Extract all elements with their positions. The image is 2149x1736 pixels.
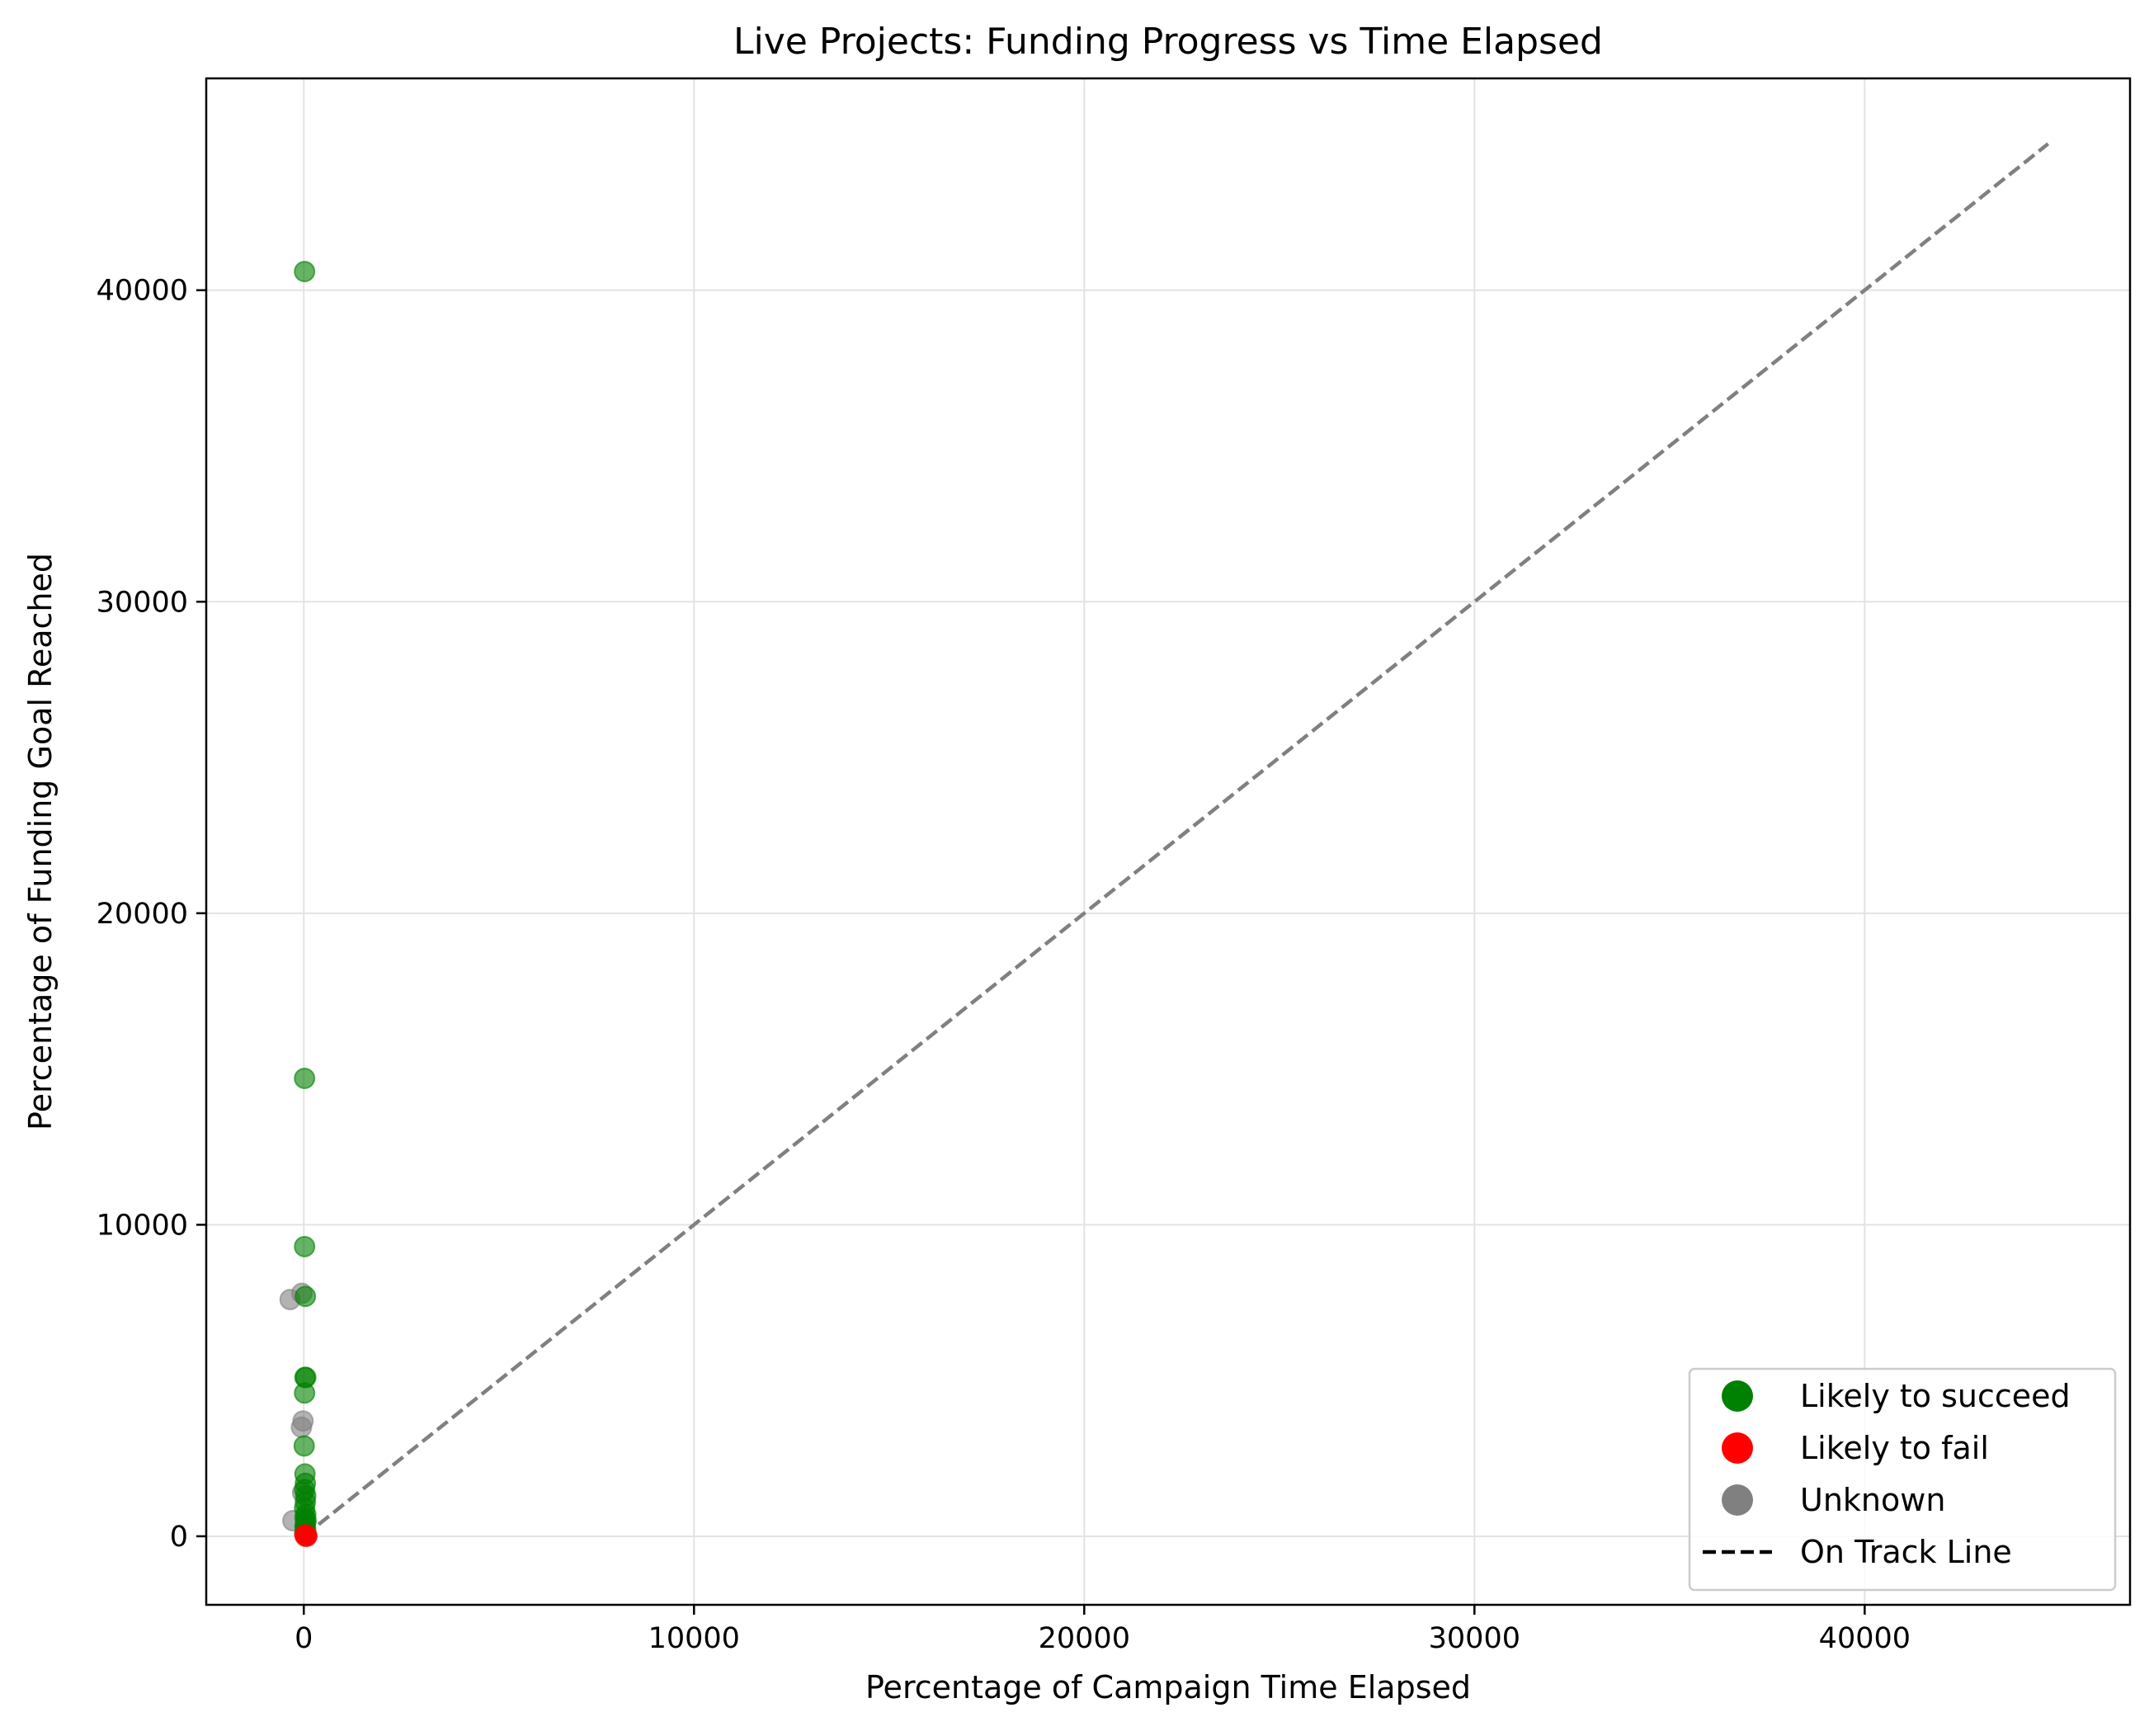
x-tick-label: 0 — [295, 1622, 313, 1655]
scatter-point — [294, 1067, 316, 1089]
y-tick-label: 10000 — [97, 1209, 188, 1242]
y-tick-label: 30000 — [97, 586, 188, 619]
scatter-point — [294, 1235, 316, 1257]
scatter-point — [294, 1382, 316, 1404]
legend-label: Unknown — [1800, 1482, 1945, 1518]
scatter-point — [290, 1416, 313, 1438]
x-tick-label: 40000 — [1819, 1622, 1911, 1655]
x-tick-label: 10000 — [648, 1622, 740, 1655]
x-tick-label: 30000 — [1429, 1622, 1520, 1655]
y-axis-label: Percentage of Funding Goal Reached — [22, 553, 59, 1130]
y-tick-label: 40000 — [97, 275, 188, 308]
on-track-line-layer — [302, 142, 2050, 1538]
scatter-point — [294, 261, 316, 283]
scatter-point — [295, 1285, 317, 1308]
legend-label: Likely to fail — [1800, 1430, 1989, 1466]
x-tick-label: 20000 — [1039, 1622, 1130, 1655]
x-axis-label: Percentage of Campaign Time Elapsed — [865, 1669, 1471, 1705]
legend: Likely to succeed Likely to fail Unknown On… — [1688, 1367, 2117, 1592]
legend-marker — [1722, 1380, 1753, 1412]
legend-label: Likely to succeed — [1800, 1378, 2071, 1414]
y-tick-label: 0 — [170, 1521, 188, 1554]
scatter-point — [293, 1435, 315, 1457]
y-tick-label: 20000 — [97, 898, 188, 931]
chart-title: Live Projects: Funding Progress vs Time … — [733, 21, 1603, 63]
legend-marker — [1722, 1432, 1753, 1464]
data-points — [279, 261, 318, 1547]
legend-marker — [1722, 1484, 1753, 1516]
grid — [206, 78, 2130, 1605]
plot-frame — [205, 77, 2132, 1606]
on-track-line — [302, 142, 2050, 1538]
legend-label: On Track Line — [1800, 1534, 2012, 1570]
axis-ticks: 0 10000 20000 30000 40000 0 10000 20000 30000 400… — [97, 275, 1911, 1655]
legend-box — [1688, 1367, 2117, 1592]
scatter-point — [295, 1525, 318, 1547]
